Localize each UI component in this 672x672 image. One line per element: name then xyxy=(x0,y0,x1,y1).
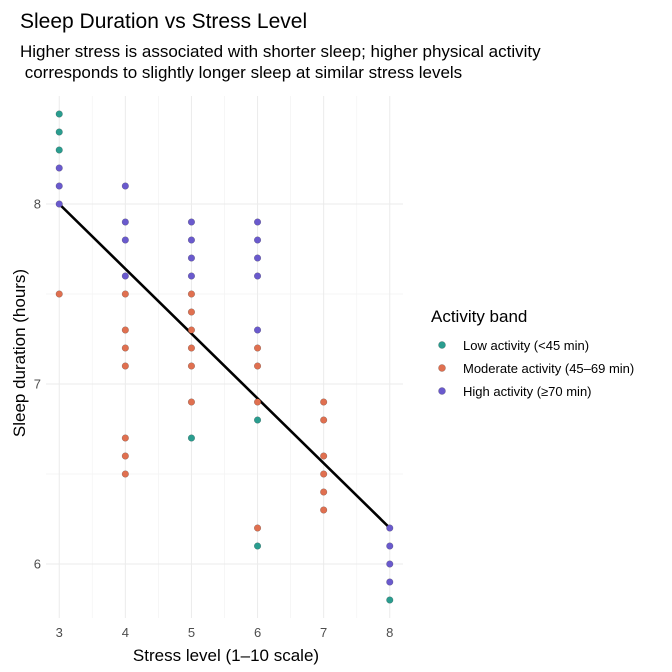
legend-item-low: Low activity (<45 min) xyxy=(438,338,589,353)
data-point-high xyxy=(254,326,262,334)
data-point-high xyxy=(254,218,262,226)
legend-label-moderate: Moderate activity (45–69 min) xyxy=(463,361,634,376)
chart-subtitle-line-2: corresponds to slightly longer sleep at … xyxy=(20,63,462,82)
y-tick-label: 7 xyxy=(34,377,41,392)
legend-item-moderate: Moderate activity (45–69 min) xyxy=(438,361,634,376)
data-point-moderate xyxy=(121,326,129,334)
data-point-high xyxy=(121,218,129,226)
data-point-moderate xyxy=(254,344,262,352)
trend-line xyxy=(57,202,392,530)
data-point-moderate xyxy=(320,506,328,514)
data-point-low xyxy=(254,542,262,550)
chart-title: Sleep Duration vs Stress Level xyxy=(20,10,307,33)
data-point-high xyxy=(187,218,195,226)
data-point-moderate xyxy=(187,308,195,316)
data-point-moderate xyxy=(187,362,195,370)
legend-key-high xyxy=(438,387,446,395)
data-point-moderate xyxy=(55,290,63,298)
data-point-high xyxy=(121,272,129,280)
data-point-low xyxy=(55,146,63,154)
data-point-moderate xyxy=(121,434,129,442)
chart-subtitle-line-1: Higher stress is associated with shorter… xyxy=(20,42,541,61)
data-point-high xyxy=(187,272,195,280)
data-point-high xyxy=(55,200,63,208)
x-tick-label: 6 xyxy=(254,625,261,640)
data-point-high xyxy=(386,578,394,586)
data-point-moderate xyxy=(187,290,195,298)
data-point-high xyxy=(121,182,129,190)
data-point-low xyxy=(187,434,195,442)
data-point-low xyxy=(55,110,63,118)
data-point-high xyxy=(254,272,262,280)
data-point-moderate xyxy=(121,362,129,370)
data-point-moderate xyxy=(121,452,129,460)
points-layer xyxy=(55,110,394,604)
data-point-moderate xyxy=(187,326,195,334)
legend: Activity band Low activity (<45 min) Mod… xyxy=(431,307,634,399)
data-point-high xyxy=(121,236,129,244)
y-tick-label: 6 xyxy=(34,557,41,572)
data-point-high xyxy=(254,236,262,244)
data-point-high xyxy=(55,182,63,190)
data-point-moderate xyxy=(187,398,195,406)
data-point-high xyxy=(187,236,195,244)
data-point-moderate xyxy=(121,344,129,352)
data-point-moderate xyxy=(121,290,129,298)
data-point-moderate xyxy=(254,398,262,406)
data-point-high xyxy=(386,542,394,550)
data-point-low xyxy=(55,128,63,136)
legend-item-high: High activity (≥70 min) xyxy=(438,384,592,399)
legend-label-high: High activity (≥70 min) xyxy=(463,384,592,399)
data-point-moderate xyxy=(187,344,195,352)
data-point-low xyxy=(254,416,262,424)
data-point-moderate xyxy=(320,452,328,460)
data-point-high xyxy=(254,254,262,262)
data-point-low xyxy=(386,596,394,604)
legend-label-low: Low activity (<45 min) xyxy=(463,338,589,353)
data-point-high xyxy=(187,254,195,262)
data-point-moderate xyxy=(254,362,262,370)
x-tick-label: 7 xyxy=(320,625,327,640)
x-tick-label: 4 xyxy=(122,625,129,640)
trend-layer xyxy=(57,202,392,530)
axes: 3 4 5 6 7 8 6 7 8 xyxy=(34,197,394,641)
data-point-high xyxy=(386,560,394,568)
data-point-moderate xyxy=(254,524,262,532)
x-tick-label: 3 xyxy=(56,625,63,640)
legend-key-moderate xyxy=(438,364,446,372)
legend-title: Activity band xyxy=(431,307,527,326)
legend-key-low xyxy=(438,341,446,349)
x-axis-title: Stress level (1–10 scale) xyxy=(133,646,319,665)
data-point-moderate xyxy=(320,416,328,424)
data-point-high xyxy=(55,164,63,172)
x-tick-label: 5 xyxy=(188,625,195,640)
data-point-moderate xyxy=(320,398,328,406)
x-tick-label: 8 xyxy=(386,625,393,640)
data-point-moderate xyxy=(121,470,129,478)
data-point-moderate xyxy=(320,470,328,478)
data-point-moderate xyxy=(320,488,328,496)
y-tick-label: 8 xyxy=(34,197,41,212)
y-axis-title: Sleep duration (hours) xyxy=(10,269,29,437)
grid xyxy=(46,96,403,618)
data-point-high xyxy=(386,524,394,532)
